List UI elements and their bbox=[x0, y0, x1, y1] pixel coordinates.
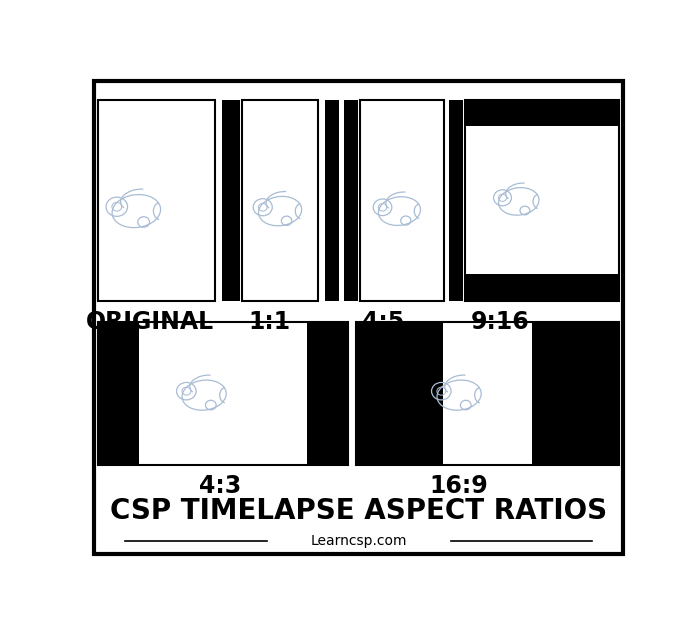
Bar bbox=[465, 99, 619, 126]
Bar bbox=[532, 323, 619, 465]
Bar bbox=[325, 99, 339, 301]
Bar bbox=[98, 323, 348, 465]
Bar bbox=[242, 99, 318, 301]
Text: 4:3: 4:3 bbox=[199, 474, 241, 498]
Text: CSP TIMELAPSE ASPECT RATIOS: CSP TIMELAPSE ASPECT RATIOS bbox=[110, 498, 608, 525]
Bar bbox=[222, 99, 240, 301]
Text: ORIGINAL: ORIGINAL bbox=[86, 310, 214, 335]
Text: 4:5: 4:5 bbox=[362, 310, 405, 335]
Bar bbox=[465, 99, 619, 301]
Text: 9:16: 9:16 bbox=[470, 310, 529, 335]
Bar bbox=[98, 99, 215, 301]
Text: Learncsp.com: Learncsp.com bbox=[311, 535, 407, 548]
Bar bbox=[465, 274, 619, 301]
Bar bbox=[449, 99, 463, 301]
Bar bbox=[344, 99, 358, 301]
Bar bbox=[307, 323, 348, 465]
Bar bbox=[356, 323, 443, 465]
Bar bbox=[360, 99, 444, 301]
Text: 16:9: 16:9 bbox=[430, 474, 489, 498]
Text: 1:1: 1:1 bbox=[248, 310, 290, 335]
Bar bbox=[98, 323, 139, 465]
Bar bbox=[356, 323, 620, 465]
